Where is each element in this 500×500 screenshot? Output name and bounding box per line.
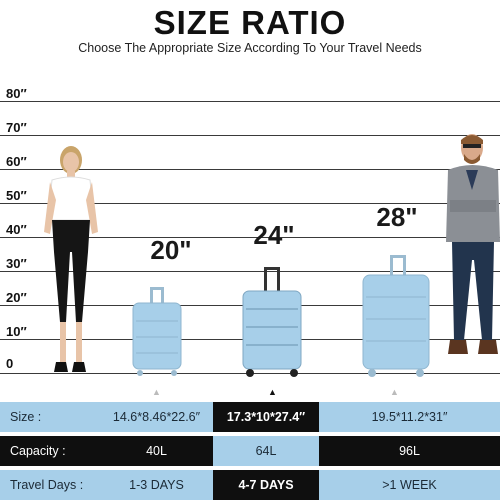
tick-80: 80″: [6, 86, 27, 101]
size-label-28: 28": [376, 202, 418, 232]
table-row-travel-days: Travel Days : 1-3 DAYS 4-7 DAYS >1 WEEK: [0, 470, 500, 500]
tick-40: 40″: [6, 222, 27, 237]
tick-50: 50″: [6, 188, 27, 203]
suitcase-28: [362, 255, 430, 377]
suitcase-20: [132, 287, 182, 376]
travel-days-20: 1-3 DAYS: [100, 470, 213, 500]
tick-10: 10″: [6, 324, 27, 339]
capacity-24: 64L: [213, 436, 319, 466]
capacity-20: 40L: [100, 436, 213, 466]
gridline-80: [0, 101, 500, 102]
tick-30: 30″: [6, 256, 27, 271]
tick-20: 20″: [6, 290, 27, 305]
row-label-travel-days: Travel Days :: [0, 470, 100, 500]
page-subtitle: Choose The Appropriate Size According To…: [78, 41, 422, 55]
travel-days-28: >1 WEEK: [319, 470, 500, 500]
woman-figure: [44, 146, 98, 372]
table-row-size: Size : 14.6*8.46*22.6″ 17.3*10*27.4″ 19.…: [0, 402, 500, 432]
man-figure: [446, 134, 500, 354]
travel-days-24: 4-7 DAYS: [213, 470, 319, 500]
gridline-50: [0, 203, 500, 204]
size-20: 14.6*8.46*22.6″: [100, 402, 213, 432]
gridline-40: [0, 237, 500, 238]
page-title: SIZE RATIO: [153, 4, 347, 41]
size-label-20: 20": [150, 235, 192, 265]
table-row-capacity: Capacity : 40L 64L 96L: [0, 436, 500, 466]
size-28: 19.5*11.2*31″: [319, 402, 500, 432]
gridline-60: [0, 169, 500, 170]
row-label-size: Size :: [0, 402, 100, 432]
marker-28: ▲: [390, 387, 399, 397]
gridline-70: [0, 135, 500, 136]
tick-60: 60″: [6, 154, 27, 169]
row-label-capacity: Capacity :: [0, 436, 100, 466]
size-24: 17.3*10*27.4″: [213, 402, 319, 432]
marker-20: ▲: [152, 387, 161, 397]
size-chart: 80″ 70″ 60″ 50″ 40″ 30″ 20″ 10″ 0 20" 24…: [0, 60, 500, 400]
capacity-28: 96L: [319, 436, 500, 466]
suitcase-24: [242, 267, 302, 377]
gridline-30: [0, 271, 500, 272]
size-label-24: 24": [253, 220, 295, 250]
tick-70: 70″: [6, 120, 27, 135]
tick-0: 0: [6, 356, 14, 371]
marker-24: ▲: [268, 387, 277, 397]
